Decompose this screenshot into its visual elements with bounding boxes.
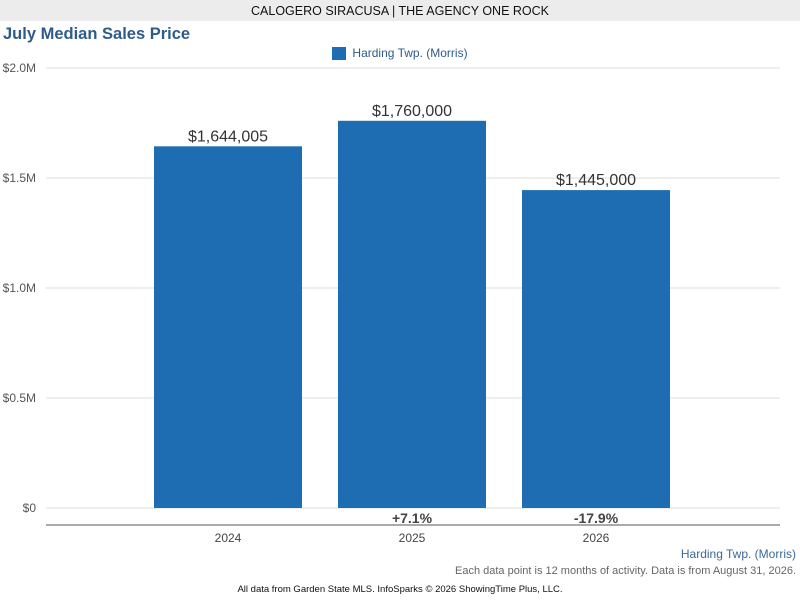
footer-note: Each data point is 12 months of activity… [455,565,796,577]
bars [154,120,670,509]
x-tick-label: 2024 [215,531,242,545]
legend-label: Harding Twp. (Morris) [352,46,468,60]
footer-credit: All data from Garden State MLS. InfoSpar… [237,584,563,595]
x-tick-label: 2026 [583,531,610,545]
legend-swatch [332,46,347,60]
bar-value-label: $1,760,000 [372,103,452,120]
bar-value-label: $1,445,000 [556,172,636,189]
y-tick-label: $2.0M [3,61,36,75]
y-tick-label: $1.5M [3,171,36,185]
chart-legend[interactable]: Harding Twp. (Morris) [0,46,800,60]
change-label: -17.9% [574,510,619,526]
labels: $0 $0.5M $1.0M $1.5M $2.0M $1,644,005 2024 $1,7… [3,61,637,545]
y-tick-label: $0.5M [3,391,36,405]
y-tick-label: $1.0M [3,281,36,295]
bar[interactable] [154,146,302,508]
bar[interactable] [338,120,486,509]
chart-title: July Median Sales Price [3,25,191,43]
change-label: +7.1% [392,510,433,526]
x-tick-label: 2025 [399,531,426,545]
y-tick-label: $0 [23,501,37,515]
bar[interactable] [522,190,670,508]
footer-series-label: Harding Twp. (Morris) [680,547,796,561]
report-header: CALOGERO SIRACUSA | THE AGENCY ONE ROCK [0,0,800,21]
bar-value-label: $1,644,005 [188,128,268,145]
